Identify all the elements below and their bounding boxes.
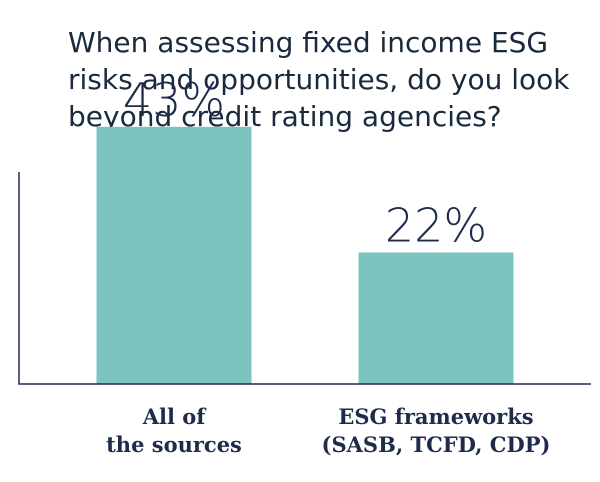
category-label-1-line-1: All of — [142, 404, 208, 429]
chart-axis — [18, 172, 591, 385]
category-label-2-line-2: (SASB, TCFD, CDP) — [322, 432, 551, 457]
value-label-2: 22% — [385, 198, 487, 252]
value-labels-layer: 43% 22% — [123, 73, 487, 253]
category-label-2-line-1: ESG frameworks — [338, 404, 533, 429]
category-labels-layer: All of the sources ESG frameworks (SASB, TC… — [106, 404, 550, 457]
category-label-1-line-2: the sources — [106, 432, 242, 457]
bar-1 — [96, 126, 252, 385]
chart-title: When assessing fixed income ESG risks an… — [68, 26, 570, 133]
bars-layer — [96, 126, 514, 385]
value-label-1: 43% — [123, 73, 225, 127]
bar-2 — [358, 252, 514, 384]
